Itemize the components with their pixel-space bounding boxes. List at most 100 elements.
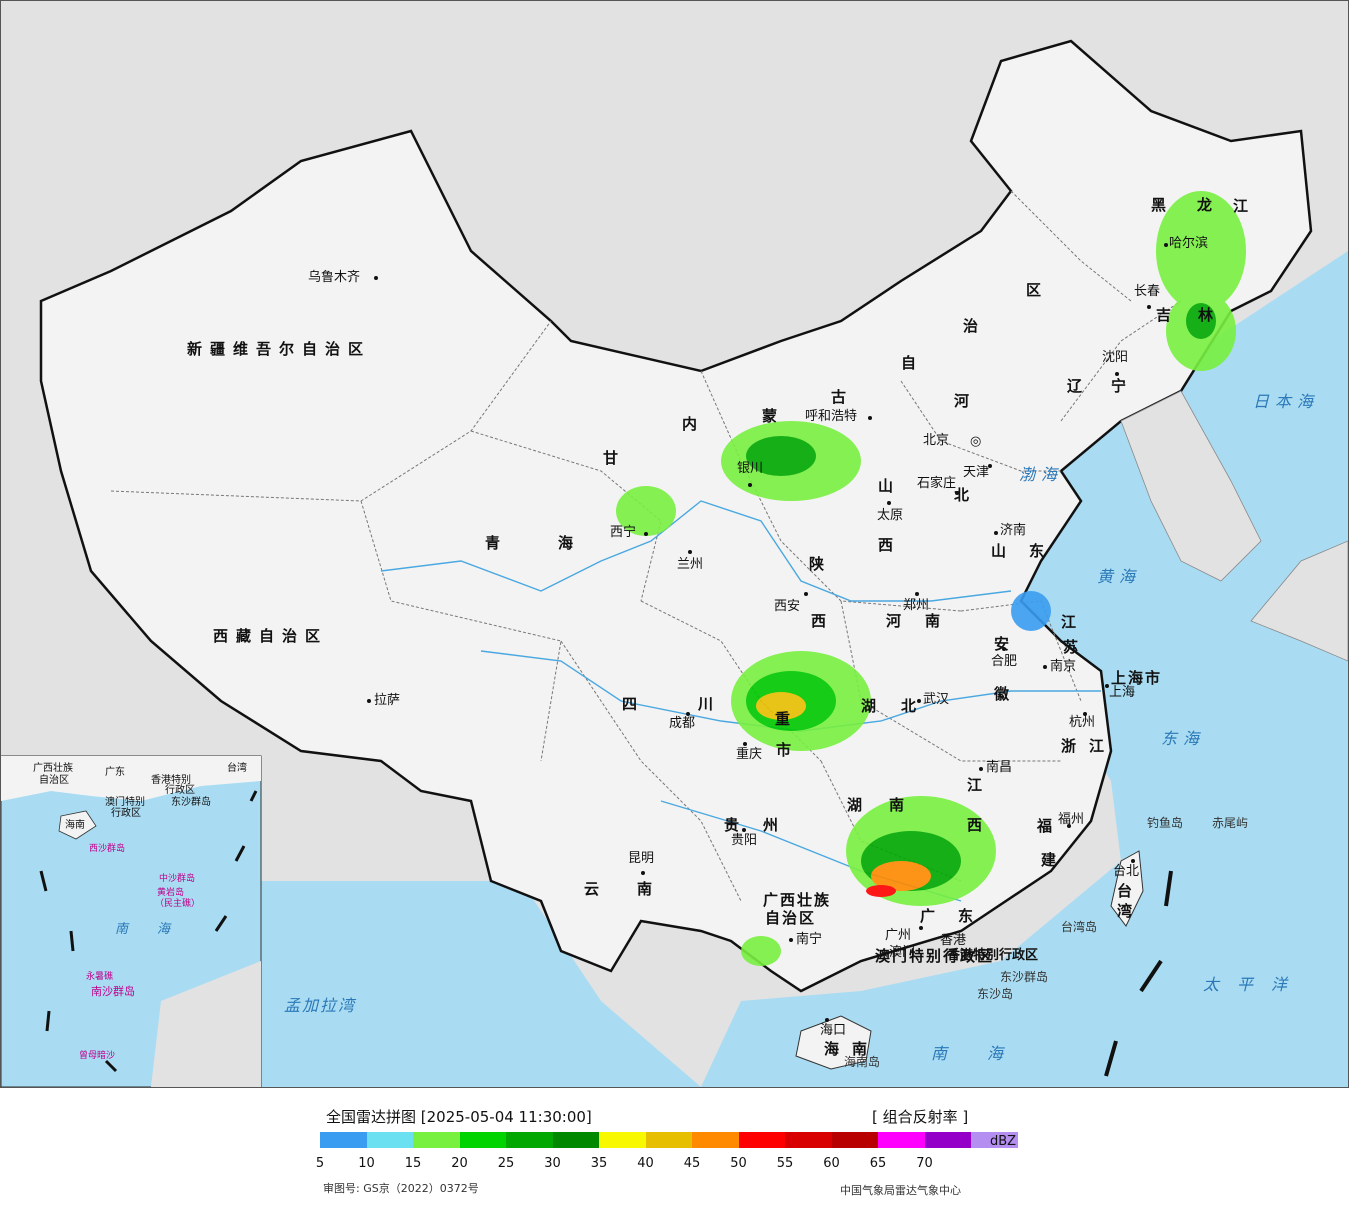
province-qinghai-1: 青 xyxy=(485,534,503,552)
city-dot xyxy=(955,491,959,495)
city-yinchuan: 银川 xyxy=(737,461,764,476)
colorbar-ticks: 5 10 15 20 25 30 35 40 45 50 55 60 65 70 xyxy=(300,1156,1000,1174)
province-taiwan-1: 台 xyxy=(1117,882,1135,900)
province-shanxi-2: 西 xyxy=(878,536,896,554)
city-jinan: 济南 xyxy=(1000,523,1027,538)
province-zhejiang-2: 江 xyxy=(1089,737,1107,755)
inset-zhongsha: 中沙群岛 xyxy=(159,874,196,884)
city-lanzhou: 兰州 xyxy=(677,557,704,572)
province-macao: 澳门特别行政区 xyxy=(875,947,995,965)
province-henan-1: 河 xyxy=(886,612,904,630)
colorbar-swatch xyxy=(971,1132,1018,1148)
korea-peninsula xyxy=(1120,390,1262,582)
city-beijing: 北京 xyxy=(923,433,950,448)
city-hohhot: 呼和浩特 xyxy=(805,409,858,424)
province-shaanxi-2: 西 xyxy=(811,612,829,630)
inset-dongsha: 东沙群岛 xyxy=(171,797,211,808)
island-diaoyu: 钓鱼岛 xyxy=(1147,816,1184,830)
province-neimenggu-1: 内 xyxy=(682,415,700,433)
province-hebei-1: 河 xyxy=(954,392,972,410)
city-dot xyxy=(994,531,998,535)
inset-minzhu: （民主礁） xyxy=(155,899,201,909)
province-neimenggu-5: 治 xyxy=(963,317,981,335)
city-dot xyxy=(919,926,923,930)
city-shijiazhuang: 石家庄 xyxy=(917,476,957,491)
island-chiwei: 赤尾屿 xyxy=(1212,816,1249,830)
city-chengdu: 成都 xyxy=(669,716,696,731)
colorbar-swatch xyxy=(413,1132,460,1148)
province-liaoning-2: 宁 xyxy=(1111,377,1129,395)
province-hongkong: 香港特别行政区 xyxy=(947,948,1039,963)
city-dot xyxy=(374,276,378,280)
city-taipei: 台北 xyxy=(1113,864,1140,879)
colorbar-swatch xyxy=(320,1132,367,1148)
approval-number: 审图号: GS京（2022）0372号 xyxy=(323,1182,479,1195)
inset-hk: 香港特别 xyxy=(151,775,191,786)
city-dot xyxy=(979,767,983,771)
colorbar-tick-label: 10 xyxy=(358,1156,375,1171)
colorbar-swatch xyxy=(831,1132,878,1148)
colorbar-swatch xyxy=(878,1132,925,1148)
colorbar-swatch xyxy=(552,1132,599,1148)
province-jiangxi-2: 西 xyxy=(967,816,985,834)
inset-hainan xyxy=(58,810,97,840)
island-hainan: 海南岛 xyxy=(844,1055,881,1069)
inset-macao-2: 行政区 xyxy=(111,808,141,819)
city-changchun: 长春 xyxy=(1134,284,1161,299)
province-jilin-1: 吉 xyxy=(1156,306,1174,324)
city-nanjing: 南京 xyxy=(1050,659,1077,674)
colorbar-swatch xyxy=(924,1132,971,1148)
city-dot xyxy=(367,699,371,703)
city-dot xyxy=(743,742,747,746)
city-guangzhou: 广州 xyxy=(885,928,912,943)
province-zhejiang-1: 浙 xyxy=(1061,737,1079,755)
city-guiyang: 贵阳 xyxy=(731,833,758,848)
colorbar-swatch xyxy=(738,1132,785,1148)
province-heilongjiang-3: 江 xyxy=(1233,197,1251,215)
province-shaanxi-1: 陕 xyxy=(809,555,827,573)
province-xizang: 西藏自治区 xyxy=(213,627,329,645)
colorbar-swatch xyxy=(506,1132,553,1148)
city-dot xyxy=(644,532,648,536)
legend-panel: 全国雷达拼图 [2025-05-04 11:30:00] [ 组合反射率 ] d… xyxy=(0,1088,1349,1208)
province-chongqing-3: 市 xyxy=(776,741,794,759)
taiwan-island xyxy=(1110,850,1144,927)
province-guizhou-2: 州 xyxy=(763,816,781,834)
province-guangxi-2: 自治区 xyxy=(765,909,817,927)
city-wuhan: 武汉 xyxy=(923,692,950,707)
inset-macao: 澳门特别 xyxy=(105,797,145,808)
province-sichuan-2: 川 xyxy=(698,695,716,713)
colorbar-tick-label: 5 xyxy=(315,1156,325,1171)
city-taiyuan: 太原 xyxy=(877,508,904,523)
city-harbin: 哈尔滨 xyxy=(1169,236,1209,251)
sea-yellow: 黄海 xyxy=(1097,567,1142,586)
inset-taiwan: 台湾 xyxy=(227,763,247,774)
province-jiangxi-1: 江 xyxy=(967,776,985,794)
city-tianjin: 天津 xyxy=(963,465,990,480)
sea-area-bengal xyxy=(231,881,701,1087)
city-dot xyxy=(804,592,808,596)
city-chongqing: 重庆 xyxy=(736,747,763,762)
city-nanning: 南宁 xyxy=(796,932,823,947)
province-heilongjiang-2: 龙 xyxy=(1197,196,1215,214)
province-henan-2: 南 xyxy=(925,612,943,630)
colorbar-tick-label: 55 xyxy=(776,1156,794,1171)
city-dot xyxy=(686,712,690,716)
legend-unit: dBZ xyxy=(990,1134,1017,1149)
province-neimenggu-6: 区 xyxy=(1026,281,1044,299)
colorbar-tick-label: 60 xyxy=(823,1156,840,1171)
colorbar-swatch xyxy=(599,1132,646,1148)
inset-sea-nan: 南 xyxy=(115,922,137,937)
colorbar-tick-label: 45 xyxy=(683,1156,701,1171)
province-liaoning-1: 辽 xyxy=(1067,377,1085,395)
city-dot xyxy=(1131,859,1135,863)
city-dot xyxy=(1083,712,1087,716)
island-dongsha: 东沙群岛 xyxy=(1000,970,1049,984)
colorbar-tick-label: 70 xyxy=(916,1156,933,1171)
inset-guangdong: 广东 xyxy=(105,767,125,778)
inset-xisha: 西沙群岛 xyxy=(89,844,126,854)
sea-pacific: 太平洋 xyxy=(1203,975,1306,994)
publisher-name: 中国气象局雷达气象中心 xyxy=(840,1184,961,1197)
sea-bohai: 渤海 xyxy=(1019,465,1064,484)
colorbar-swatch xyxy=(459,1132,506,1148)
